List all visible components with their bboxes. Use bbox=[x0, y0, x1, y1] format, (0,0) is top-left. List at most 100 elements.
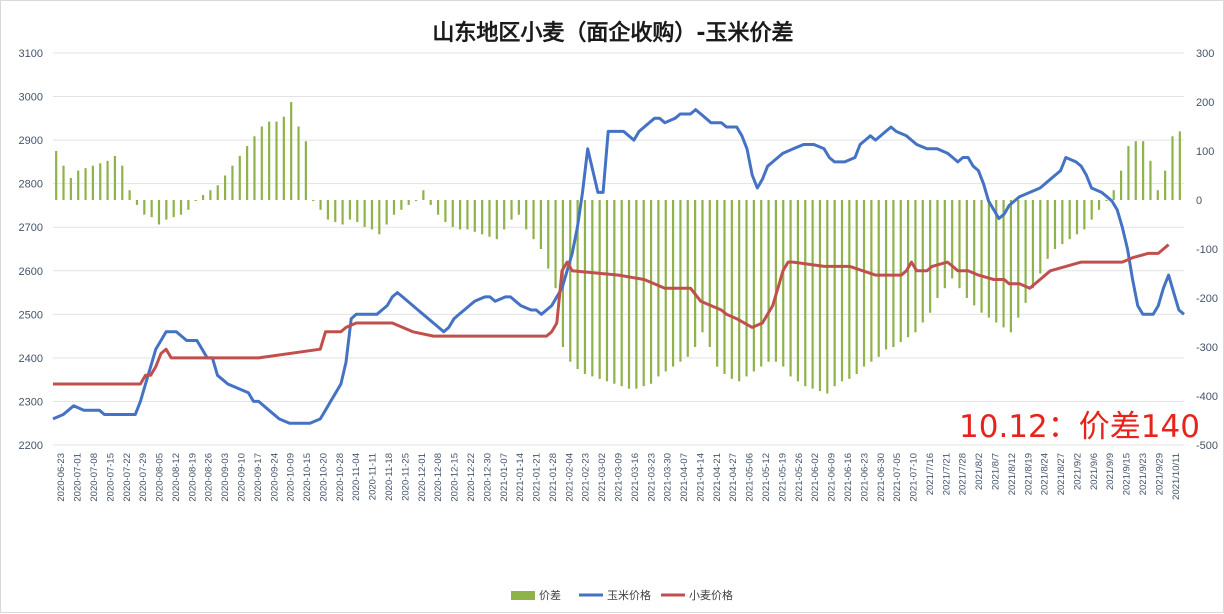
spread-bar bbox=[209, 190, 212, 200]
x-tick-label: 2020-10-28 bbox=[335, 453, 346, 502]
spread-bar bbox=[503, 200, 506, 230]
spread-bar bbox=[1134, 141, 1137, 200]
y-right-tick-label: -200 bbox=[1196, 293, 1218, 305]
x-tick-label: 2020-07-08 bbox=[89, 453, 100, 502]
spread-bar bbox=[231, 165, 234, 200]
x-tick-label: 2020-11-25 bbox=[400, 453, 411, 501]
spread-bar bbox=[605, 200, 609, 382]
spread-bar bbox=[745, 200, 748, 377]
spread-bar bbox=[113, 155, 117, 200]
spread-bar bbox=[716, 200, 719, 367]
spread-bar bbox=[429, 200, 432, 205]
y-left-tick-label: 3100 bbox=[19, 48, 43, 60]
spread-bar bbox=[965, 200, 968, 298]
spread-bar bbox=[642, 200, 645, 387]
x-tick-label: 2021-06-23 bbox=[859, 453, 870, 502]
spread-bar bbox=[980, 200, 983, 313]
x-tick-label: 2021/7/16 bbox=[925, 453, 936, 495]
spread-bar bbox=[194, 200, 197, 201]
spread-bar bbox=[554, 200, 557, 289]
spread-bar bbox=[1053, 200, 1057, 249]
spread-bar bbox=[77, 170, 80, 200]
x-tick-label: 2021-03-09 bbox=[614, 453, 625, 502]
spread-bar bbox=[1164, 170, 1167, 200]
spread-bar bbox=[106, 160, 109, 200]
x-tick-label: 2021-03-16 bbox=[630, 453, 641, 502]
spread-bar bbox=[282, 116, 285, 200]
x-tick-label: 2020-08-19 bbox=[187, 453, 198, 502]
spread-bar bbox=[216, 185, 219, 200]
y-left-tick-label: 2500 bbox=[19, 309, 43, 321]
legend-label: 价差 bbox=[539, 588, 561, 602]
y-right-tick-label: 0 bbox=[1196, 195, 1202, 207]
spread-bar bbox=[848, 200, 851, 379]
x-tick-label: 2021-04-27 bbox=[728, 453, 739, 502]
spread-bar bbox=[172, 200, 175, 218]
spread-bar bbox=[436, 200, 440, 215]
spread-bar bbox=[730, 200, 733, 379]
spread-bar bbox=[826, 200, 829, 394]
spread-bar bbox=[899, 200, 902, 343]
spread-bar bbox=[69, 177, 72, 200]
x-tick-label: 2021-01-21 bbox=[532, 453, 543, 502]
spread-bar bbox=[870, 200, 873, 362]
legend-label: 小麦价格 bbox=[689, 588, 733, 602]
spread-bar bbox=[466, 200, 469, 230]
x-tick-label: 2021-04-14 bbox=[696, 453, 707, 502]
spread-bar bbox=[488, 200, 491, 237]
spread-bar bbox=[694, 200, 697, 347]
x-tick-label: 2021/10/11 bbox=[1171, 453, 1182, 500]
spread-bar bbox=[929, 200, 932, 313]
spread-bar bbox=[451, 200, 454, 227]
spread-bar bbox=[774, 200, 777, 362]
spread-bar bbox=[179, 200, 183, 215]
spread-bar bbox=[1024, 200, 1027, 303]
spread-bar bbox=[679, 200, 682, 362]
x-tick-label: 2021/8/2 bbox=[974, 453, 985, 490]
spread-bar bbox=[290, 102, 293, 200]
spread-bar bbox=[1142, 141, 1145, 200]
spread-bar bbox=[157, 200, 161, 225]
spread-bar bbox=[341, 200, 344, 225]
y-left-tick-label: 2900 bbox=[19, 135, 43, 147]
spread-bar bbox=[370, 200, 374, 230]
spread-bar bbox=[84, 168, 87, 200]
x-tick-label: 2021-03-30 bbox=[663, 453, 674, 502]
spread-bar bbox=[539, 200, 542, 249]
spread-bar bbox=[223, 175, 227, 200]
spread-bar bbox=[973, 200, 976, 306]
x-tick-label: 2021/8/19 bbox=[1023, 453, 1034, 495]
spread-bar bbox=[481, 200, 484, 235]
spread-bar bbox=[547, 200, 550, 269]
y-right-tick-label: -500 bbox=[1196, 440, 1218, 452]
x-tick-label: 2021/9/15 bbox=[1122, 453, 1133, 495]
x-tick-label: 2020-08-26 bbox=[204, 453, 215, 502]
spread-bar bbox=[1105, 200, 1108, 201]
spread-bar bbox=[995, 200, 998, 323]
spread-bar bbox=[473, 200, 476, 232]
spread-bar bbox=[701, 200, 704, 333]
spread-bar bbox=[591, 200, 594, 377]
spread-bar bbox=[1039, 200, 1042, 274]
x-tick-label: 2020-10-20 bbox=[319, 453, 330, 502]
y-right-tick-label: 300 bbox=[1196, 48, 1214, 60]
spread-bar bbox=[150, 200, 153, 218]
x-tick-label: 2020-07-01 bbox=[73, 453, 84, 502]
spread-bar bbox=[187, 200, 190, 210]
spread-bar bbox=[319, 200, 322, 210]
spread-bar bbox=[738, 200, 741, 382]
spread-bar bbox=[1068, 200, 1071, 240]
x-tick-label: 2021-06-30 bbox=[876, 453, 887, 502]
spread-bar bbox=[598, 200, 601, 379]
spread-bar bbox=[392, 200, 396, 215]
y-left-tick-label: 2400 bbox=[19, 353, 43, 365]
y-right-tick-label: -400 bbox=[1196, 391, 1218, 403]
spread-bar bbox=[833, 200, 836, 387]
spread-bar bbox=[635, 200, 638, 389]
spread-bar bbox=[407, 200, 410, 205]
x-tick-label: 2020-09-17 bbox=[253, 453, 264, 502]
spread-bar bbox=[840, 200, 844, 382]
spread-bar bbox=[55, 151, 58, 200]
spread-bar bbox=[855, 200, 858, 374]
